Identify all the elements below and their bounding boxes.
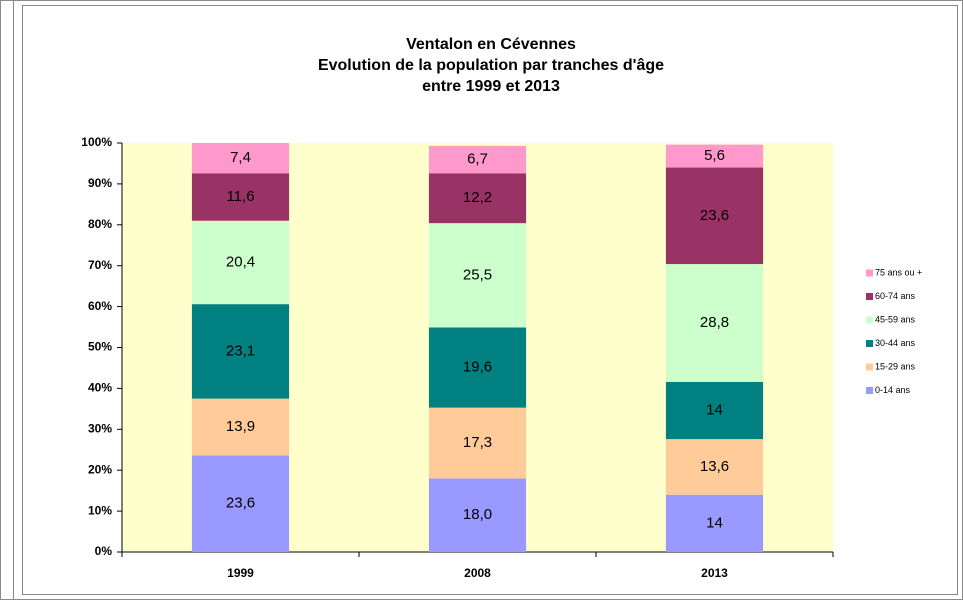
bar-segment <box>428 478 527 552</box>
x-tick-label: 1999 <box>227 566 254 580</box>
bar-segment <box>428 223 527 328</box>
data-label: 18,0 <box>463 506 492 523</box>
data-label: 23,6 <box>700 207 729 224</box>
data-label: 13,6 <box>700 458 729 475</box>
legend-swatch <box>866 269 873 277</box>
bar-segment <box>191 143 290 174</box>
data-label: 19,6 <box>463 359 492 376</box>
data-label: 13,9 <box>226 418 255 435</box>
bar-segment <box>665 381 764 440</box>
bar-segment <box>665 439 764 495</box>
bar-segment <box>191 220 290 305</box>
bar-segment <box>428 173 527 224</box>
data-label: 14 <box>706 401 723 418</box>
y-tick-label: 50% <box>88 340 112 354</box>
y-tick-label: 0% <box>95 544 113 558</box>
data-label: 6,7 <box>467 151 488 168</box>
y-tick-label: 80% <box>88 217 112 231</box>
y-tick-label: 90% <box>88 176 112 190</box>
legend-label: 15-29 ans <box>875 361 916 371</box>
data-label: 25,5 <box>463 266 492 283</box>
y-tick-label: 40% <box>88 381 112 395</box>
data-label: 11,6 <box>226 188 254 205</box>
data-label: 5,6 <box>704 147 725 164</box>
y-tick-label: 30% <box>88 421 112 435</box>
data-label: 12,2 <box>463 189 492 206</box>
bar-segment <box>665 167 764 265</box>
legend-swatch <box>866 387 873 394</box>
chart-title: Ventalon en Cévennes <box>406 36 576 53</box>
data-label: 28,8 <box>700 314 729 331</box>
legend-label: 75 ans ou + <box>875 267 922 277</box>
legend-label: 45-59 ans <box>875 314 916 324</box>
bar-segment <box>191 398 290 456</box>
bar-segment <box>428 407 527 479</box>
bar-segment <box>665 494 764 552</box>
legend-swatch <box>866 363 873 371</box>
x-tick-label: 2008 <box>464 566 491 580</box>
chart-title: Evolution de la population par tranches … <box>318 57 664 74</box>
y-tick-label: 10% <box>88 503 112 517</box>
legend-swatch <box>866 316 873 324</box>
bar-segment <box>665 144 764 168</box>
legend-swatch <box>866 293 873 300</box>
bar-segment <box>665 264 764 382</box>
bar-segment <box>191 173 290 221</box>
data-label: 20,4 <box>226 253 255 270</box>
data-label: 17,3 <box>463 434 492 451</box>
chart-title: entre 1999 et 2013 <box>422 78 560 95</box>
data-label: 23,1 <box>226 342 255 359</box>
data-label: 14 <box>706 514 723 531</box>
y-tick-label: 100% <box>81 135 112 149</box>
y-tick-label: 70% <box>88 258 112 272</box>
legend-label: 60-74 ans <box>875 291 916 301</box>
bar-segment <box>191 304 290 399</box>
bar-segment <box>191 455 290 552</box>
legend-label: 30-44 ans <box>875 338 916 348</box>
bar-segment <box>428 327 527 408</box>
y-tick-label: 20% <box>88 462 112 476</box>
bar-segment <box>428 145 527 174</box>
data-label: 7,4 <box>230 149 251 166</box>
x-tick-label: 2013 <box>701 566 728 580</box>
y-tick-label: 60% <box>88 299 112 313</box>
legend-swatch <box>866 340 873 347</box>
data-label: 23,6 <box>226 495 255 512</box>
legend-label: 0-14 ans <box>875 385 911 395</box>
